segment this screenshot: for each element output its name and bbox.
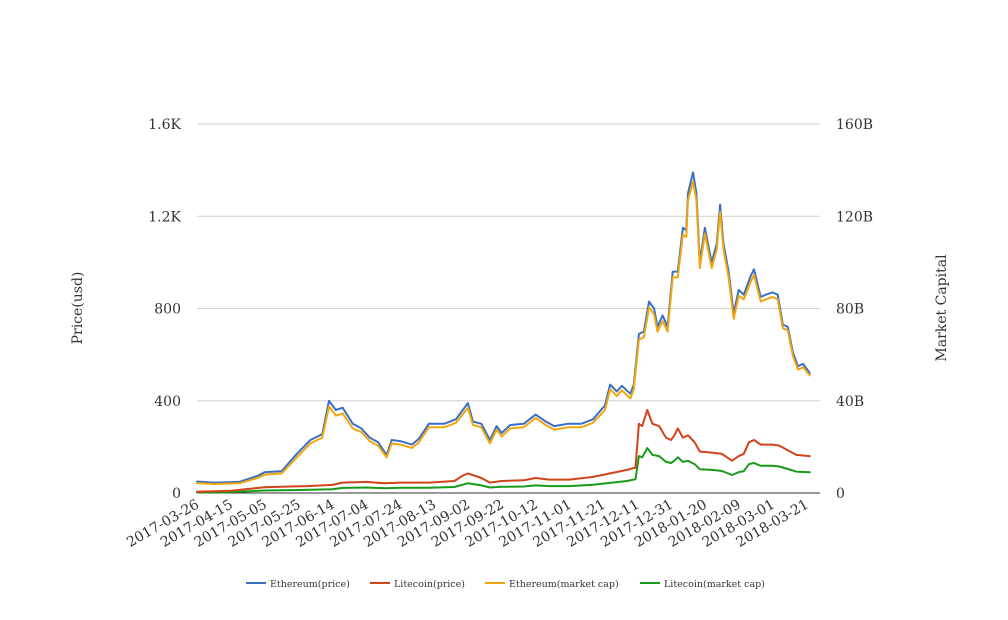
legend: Ethereum(price) Litecoin(price) Ethereum(m… (246, 579, 765, 590)
right-y-tick-label: 80B (836, 302, 864, 318)
left-y-tick-label: 400 (154, 394, 181, 410)
series-line-ethereum-market-cap (196, 180, 811, 485)
x-axis-ticks: 2017-03-262017-04-152017-05-052017-05-25… (124, 497, 811, 551)
left-y-tick-label: 1.6K (148, 117, 181, 133)
right-y-tick-label: 0 (836, 486, 845, 502)
legend-label: Ethereum(price) (270, 579, 350, 590)
left-y-tick-label: 800 (154, 302, 181, 318)
left-y-axis-title: Price(usd) (70, 272, 86, 345)
series-line-ethereum-price (196, 171, 811, 484)
right-y-tick-label: 160B (836, 117, 873, 133)
left-y-tick-label: 1.2K (148, 209, 181, 225)
right-y-tick-label: 120B (836, 209, 873, 225)
gridlines (197, 123, 820, 402)
legend-label: Litecoin(market cap) (664, 579, 765, 590)
left-y-axis-ticks: 0 400 800 1.2K 1.6K (148, 117, 181, 502)
right-y-tick-label: 40B (836, 394, 864, 410)
series-lines (196, 171, 811, 494)
series-line-litecoin-market-cap (196, 447, 811, 494)
right-y-axis-ticks: 0 40B 80B 120B 160B (836, 117, 873, 502)
legend-label: Ethereum(market cap) (509, 579, 619, 590)
legend-label: Litecoin(price) (394, 579, 465, 590)
series-line-litecoin-price (196, 409, 811, 493)
left-y-tick-label: 0 (172, 486, 181, 502)
right-y-axis-title: Market Capital (934, 254, 950, 362)
